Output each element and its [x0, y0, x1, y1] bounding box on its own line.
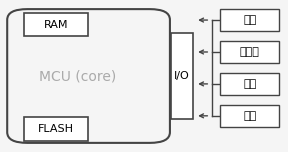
Text: 键盘: 键盘 [243, 15, 257, 25]
FancyBboxPatch shape [24, 117, 88, 141]
Text: I/O: I/O [174, 71, 190, 81]
Text: MCU (core): MCU (core) [39, 69, 116, 83]
FancyBboxPatch shape [220, 105, 279, 127]
Text: 通信: 通信 [243, 111, 257, 121]
FancyBboxPatch shape [7, 9, 170, 143]
FancyBboxPatch shape [220, 9, 279, 31]
Text: 传感器: 传感器 [240, 47, 260, 57]
FancyBboxPatch shape [220, 73, 279, 95]
FancyBboxPatch shape [220, 41, 279, 63]
Text: 显示: 显示 [243, 79, 257, 89]
FancyBboxPatch shape [24, 13, 88, 36]
Text: FLASH: FLASH [38, 124, 74, 134]
FancyBboxPatch shape [171, 33, 193, 119]
Text: RAM: RAM [44, 20, 69, 30]
